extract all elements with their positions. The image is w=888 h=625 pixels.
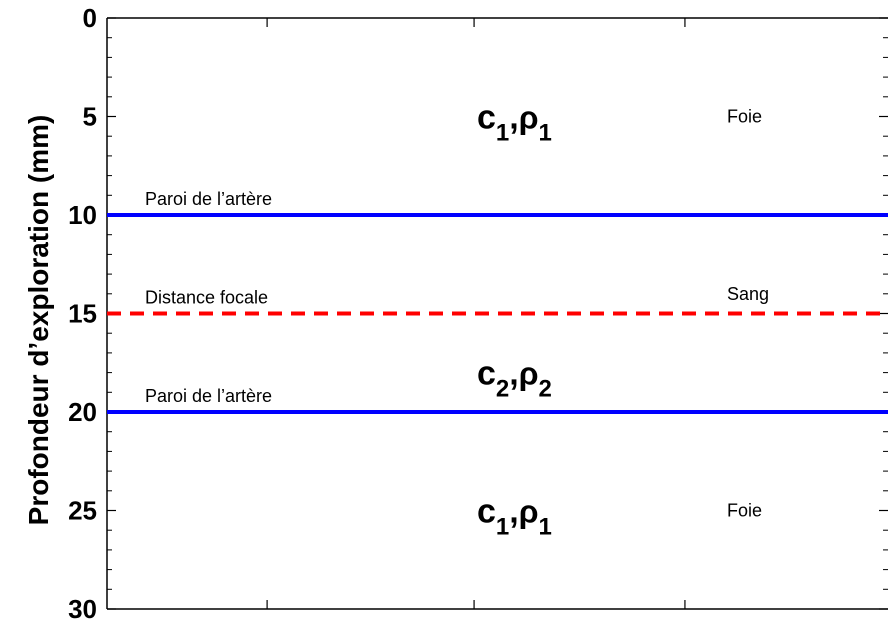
y-tick-label: 30 <box>68 594 97 624</box>
tissue-label: Foie <box>727 107 762 127</box>
y-tick-label: 20 <box>68 397 97 427</box>
y-tick-label: 0 <box>83 3 97 33</box>
tissue-label: Sang <box>727 284 769 304</box>
y-tick-label: 25 <box>68 496 97 526</box>
y-axis-label: Profondeur d’exploration (mm) <box>23 115 54 526</box>
y-tick-label: 15 <box>68 299 97 329</box>
y-tick-label: 10 <box>68 200 97 230</box>
layer-label: c1,ρ1 <box>477 493 552 541</box>
line-label: Paroi de l’artère <box>145 189 272 209</box>
layer-label: c2,ρ2 <box>477 355 552 403</box>
interface-lines <box>107 213 888 414</box>
annotations: Paroi de l’artère Distance focale Paroi de… <box>145 99 769 541</box>
line-label: Distance focale <box>145 288 268 308</box>
y-tick-label: 5 <box>83 102 97 132</box>
layer-label: c1,ρ1 <box>477 99 552 147</box>
ticks: 0 5 10 15 20 25 30 <box>68 3 888 624</box>
line-label: Paroi de l’artère <box>145 386 272 406</box>
tissue-label: Foie <box>727 501 762 521</box>
